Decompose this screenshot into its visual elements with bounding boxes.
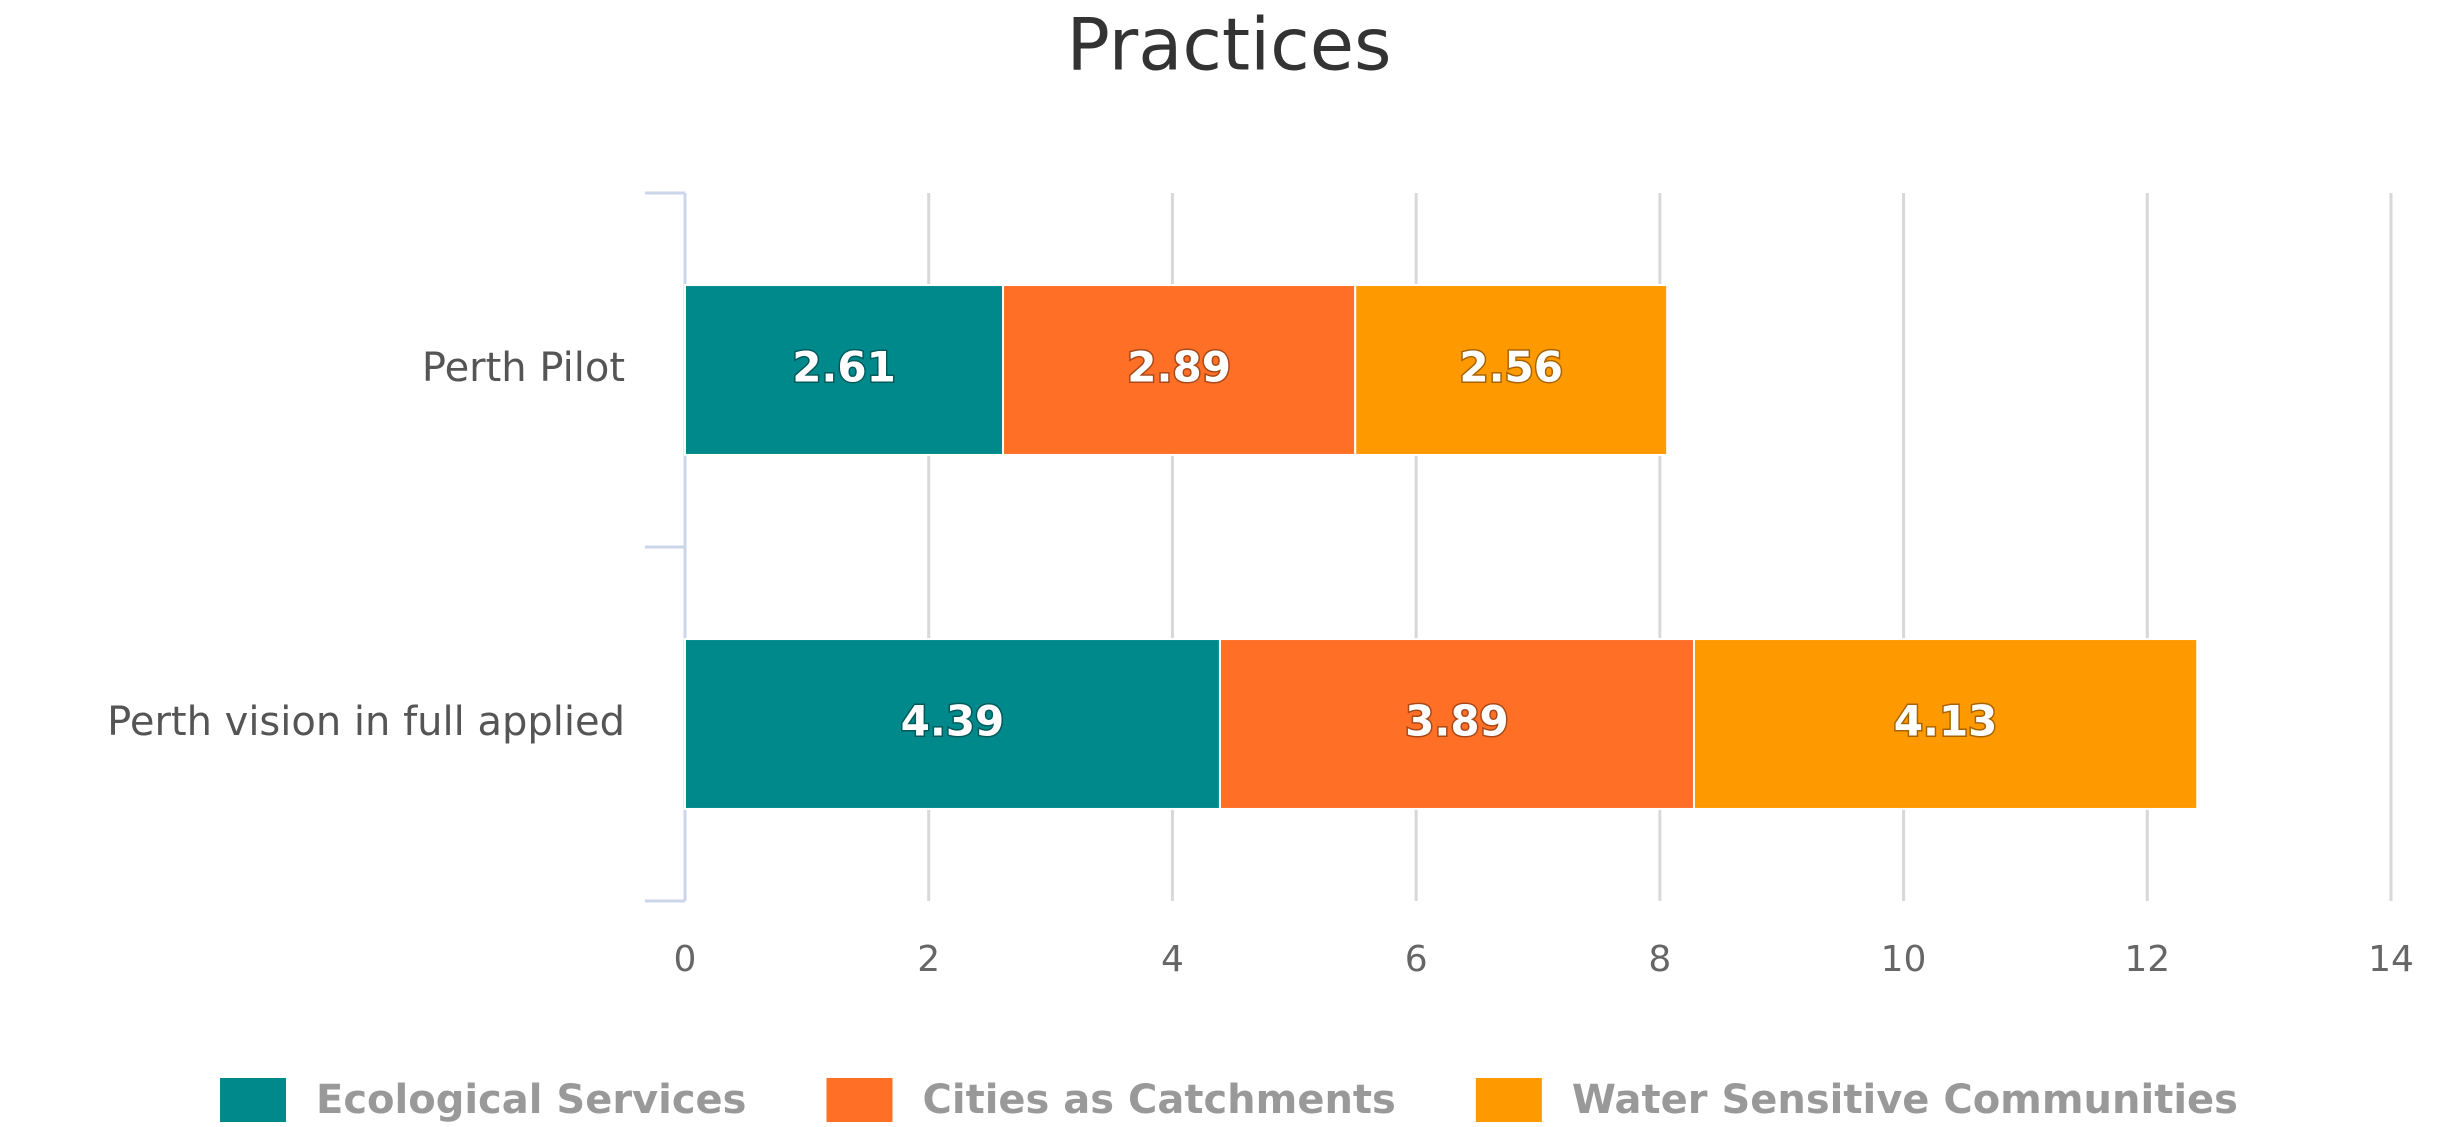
data-label: 4.39 — [901, 697, 1005, 746]
legend-label: Water Sensitive Communities — [1572, 1077, 2238, 1123]
chart-title: Practices — [1066, 3, 1391, 87]
x-tick-label: 14 — [2368, 939, 2414, 980]
bar-segment — [1354, 284, 1669, 456]
x-tick-label: 4 — [1161, 939, 1184, 980]
x-tick-label: 0 — [674, 939, 697, 980]
legend-label: Ecological Services — [316, 1077, 747, 1123]
y-tick-label: Perth vision in full applied — [107, 699, 625, 745]
data-label: 2.56 — [1459, 343, 1563, 392]
legend-swatch — [220, 1078, 287, 1122]
legend-label: Cities as Catchments — [923, 1077, 1396, 1123]
x-tick-label: 8 — [1648, 939, 1671, 980]
bar-segment — [1218, 638, 1695, 810]
legend-swatch — [1475, 1078, 1542, 1122]
x-tick-label: 6 — [1405, 939, 1428, 980]
bar-segment — [1692, 638, 2199, 810]
x-tick-label: 12 — [2124, 939, 2170, 980]
bar-segment — [1002, 284, 1357, 456]
bar-segment — [684, 638, 1221, 810]
x-tick-label: 2 — [917, 939, 940, 980]
data-label: 2.89 — [1127, 343, 1231, 392]
y-tick-label: Perth Pilot — [422, 345, 625, 391]
data-label: 3.89 — [1405, 697, 1509, 746]
data-label: 2.61 — [792, 343, 896, 392]
x-tick-label: 10 — [1881, 939, 1927, 980]
legend-swatch — [826, 1078, 893, 1122]
bar-segment — [684, 284, 1005, 456]
data-label: 4.13 — [1894, 697, 1998, 746]
